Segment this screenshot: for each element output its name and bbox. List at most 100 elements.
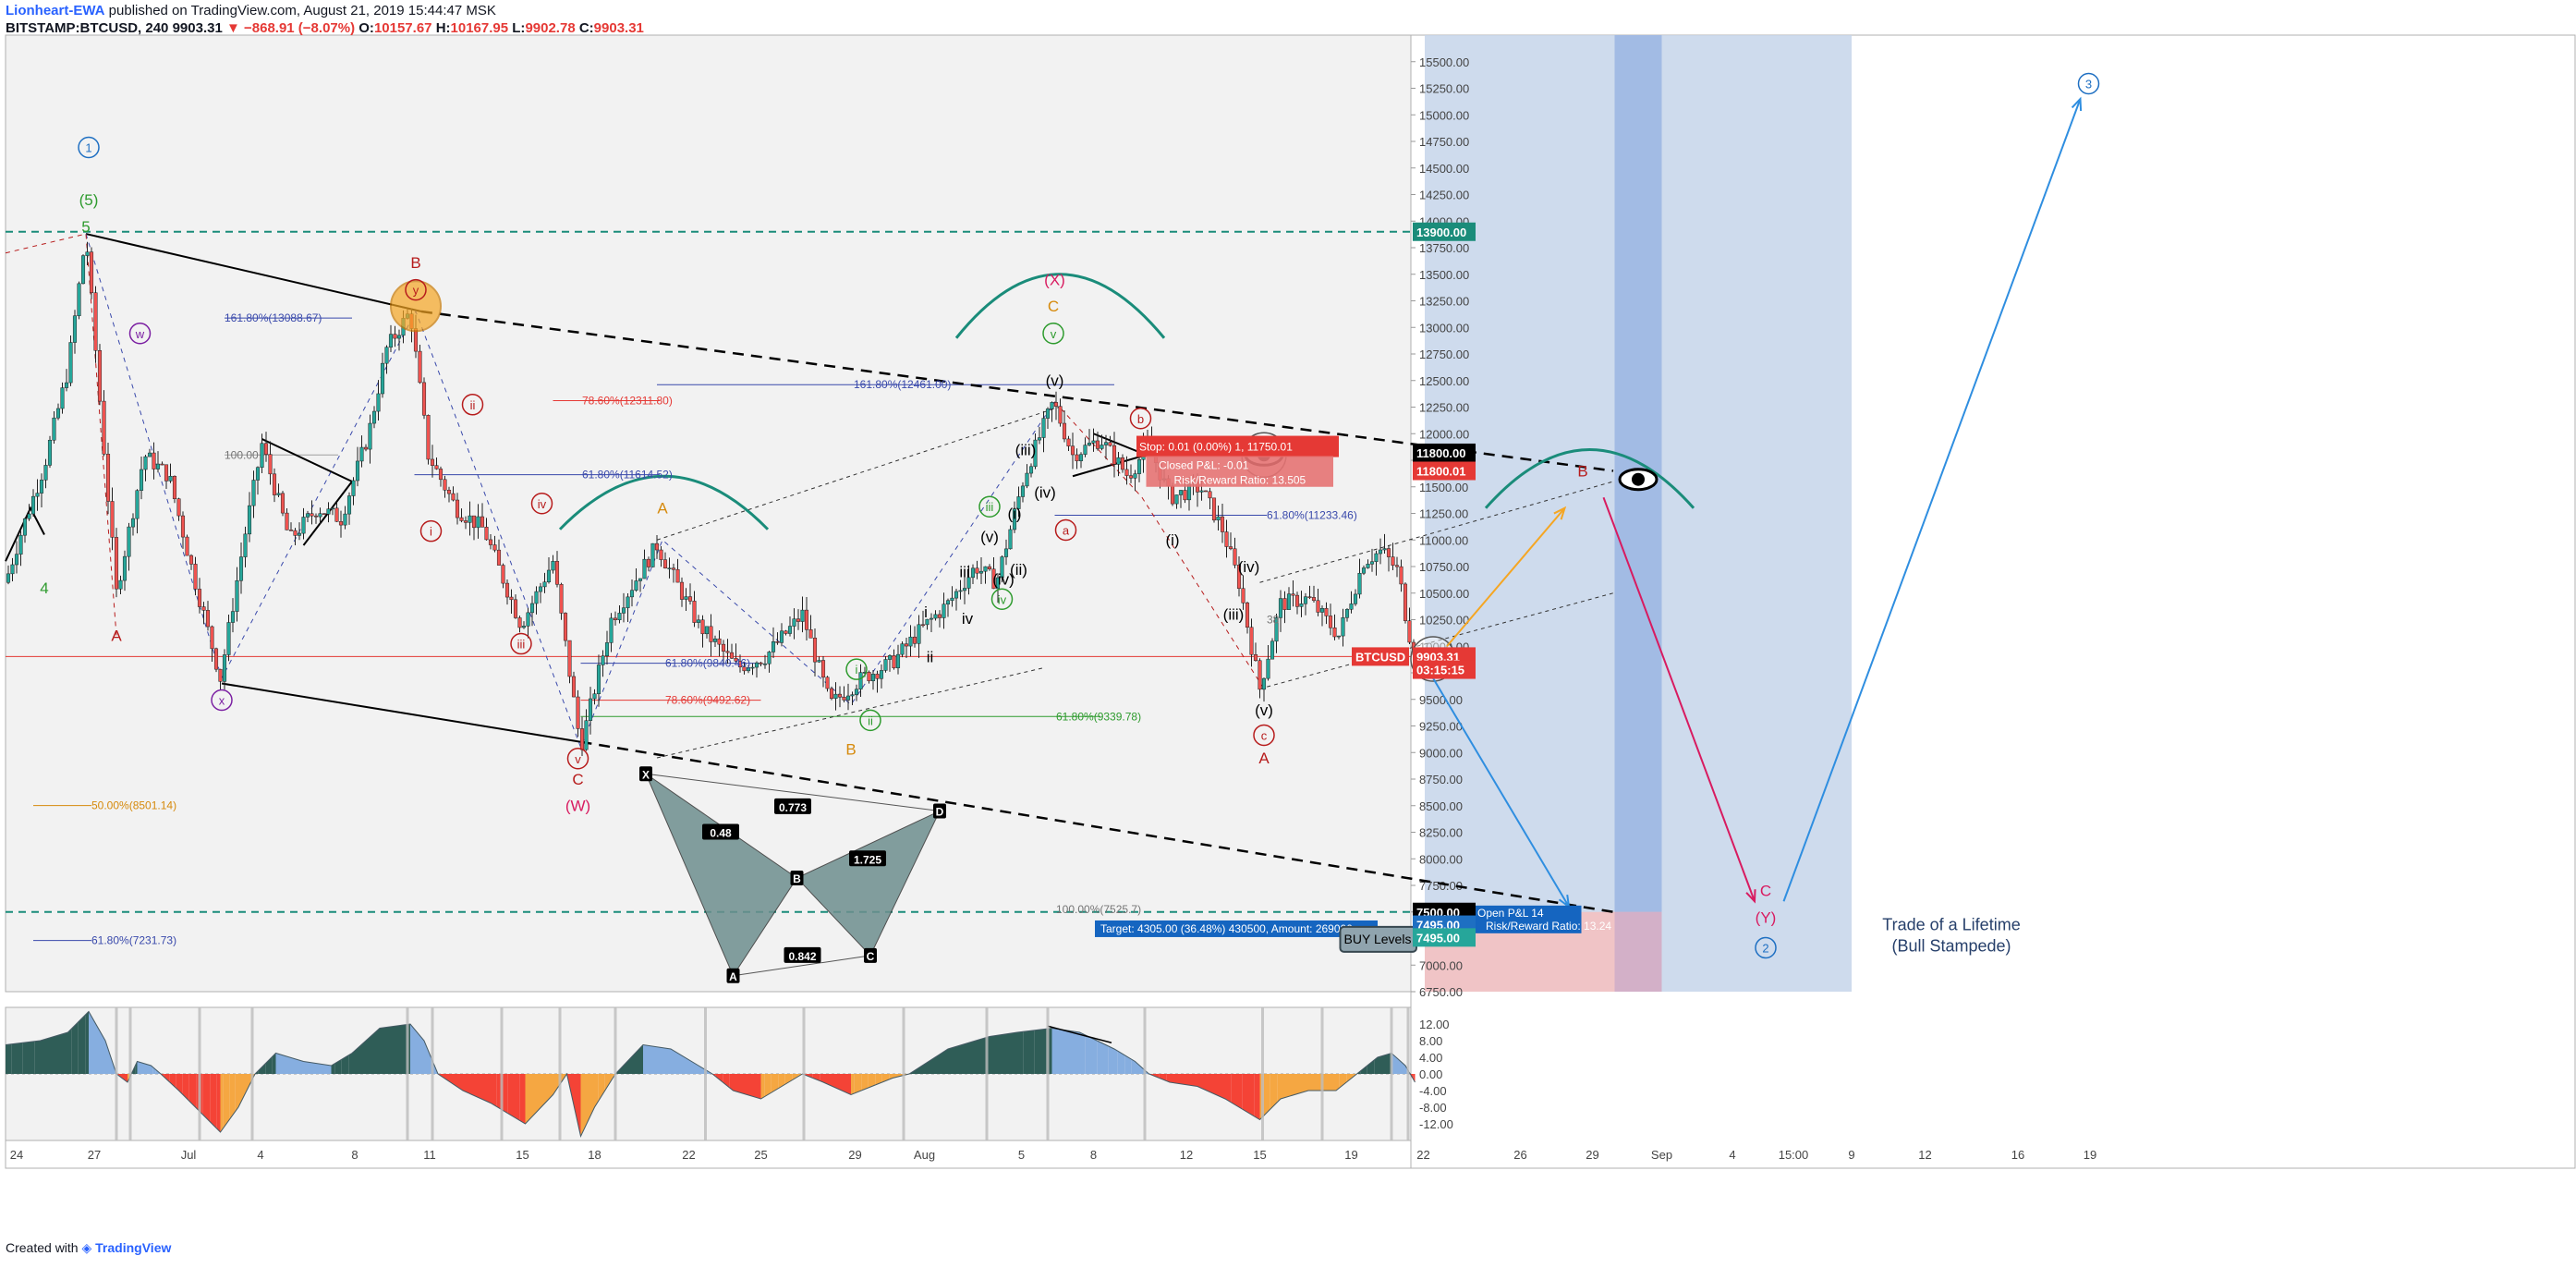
wave-ring (510, 632, 532, 655)
oscillator-bar (514, 1074, 520, 1121)
time-tick-label: 12 (1918, 1148, 1931, 1162)
candle-body (434, 465, 439, 469)
candle-body (205, 610, 211, 628)
bat-ratio-box (849, 850, 886, 867)
oscillator-series (5, 1010, 1416, 1139)
oscillator-bar (144, 1063, 147, 1074)
bat-ratio-label: 0.773 (779, 801, 807, 814)
candle-body (235, 579, 239, 612)
oscillator-bar (832, 1074, 837, 1089)
candle-body (601, 655, 605, 665)
wave-label: B (1577, 462, 1587, 480)
candle-body (97, 349, 103, 402)
time-tick-label: 26 (1513, 1148, 1526, 1162)
candle-body (122, 555, 128, 581)
arc-b (1484, 448, 1695, 509)
candle-body (1274, 617, 1279, 642)
oscillator-bar (1197, 1074, 1202, 1089)
oscillator-bar (1034, 1030, 1040, 1074)
oscillator-bar (366, 1036, 371, 1074)
wave-label: B (410, 254, 420, 272)
oscillator-bar (857, 1074, 862, 1092)
oscillator-bar (1281, 1074, 1285, 1099)
candle-body (950, 597, 954, 601)
candle-body (987, 566, 992, 570)
candle-body (817, 660, 821, 663)
candle-body (1033, 439, 1038, 468)
candle-body (704, 626, 710, 635)
oscillator-bar (210, 1074, 213, 1126)
oscillator-bar (258, 1067, 262, 1074)
oscillator-bar (182, 1074, 186, 1098)
candle-body (546, 569, 552, 582)
candle-body (521, 626, 527, 628)
candle-body (571, 676, 577, 698)
wave-text: 4 (40, 579, 48, 597)
oscillator-bar (146, 1064, 149, 1074)
candle-body (1266, 658, 1270, 679)
candle-body (1103, 442, 1109, 445)
wave-text: B (410, 254, 420, 272)
oscillator-bar (280, 1055, 286, 1074)
axis-price-text: 7495.00 (1416, 931, 1460, 945)
axis-price-label: 03:15:15 (1413, 660, 1476, 679)
wave-label: v (1042, 323, 1064, 345)
oscillator-bar (220, 1074, 224, 1132)
candle-body (1016, 496, 1021, 509)
time-tick-label: 4 (1729, 1148, 1735, 1162)
arrow-head (1745, 889, 1756, 904)
candle-body (160, 463, 164, 466)
tradingview-brand[interactable]: TradingView (95, 1240, 172, 1255)
author-link[interactable]: Lionheart-EWA (6, 3, 105, 18)
candle-body (833, 693, 838, 699)
candles (6, 241, 1416, 757)
candle-body (504, 582, 510, 598)
footer: Created with ◈ TradingView (6, 1240, 171, 1256)
candle-body (388, 334, 394, 347)
candle-body (85, 251, 90, 256)
candle-body (626, 596, 630, 608)
oscillator-line (5, 1010, 1416, 1139)
candle-body (529, 603, 535, 614)
oscillator-bar (760, 1074, 765, 1099)
candle-body (662, 559, 668, 568)
bat-ratio-label: 1.725 (854, 853, 881, 866)
wave-label: (5) (79, 191, 99, 209)
candle-body (1220, 516, 1225, 532)
candle-body (451, 493, 456, 501)
candle-body (1391, 556, 1395, 566)
oscillator-bar (326, 1065, 332, 1074)
fib-label: 78.60%(9492.62) (665, 694, 750, 707)
wave-label: iv (530, 493, 553, 515)
oscillator-bar (671, 1049, 675, 1074)
publish-info: Lionheart-EWA published on TradingView.c… (6, 3, 496, 18)
oscillator-bar (879, 1074, 882, 1084)
candle-body (900, 643, 905, 655)
wave-text: 1 (85, 141, 91, 155)
oscillator-bar (948, 1046, 955, 1074)
wave-text: 3 (2085, 78, 2092, 91)
candle-body (35, 493, 40, 497)
candle-body (1307, 596, 1312, 598)
wave-ring (1253, 724, 1275, 747)
candle-body (812, 638, 818, 663)
oscillator-bar (1108, 1046, 1114, 1074)
candle-body (879, 670, 884, 679)
oscillator-bar (662, 1047, 666, 1074)
candle-body (426, 415, 431, 460)
time-tick-label: 24 (10, 1148, 23, 1162)
time-tick-label: 11 (423, 1148, 436, 1162)
candle-body (376, 393, 381, 412)
oscillator-bar (881, 1074, 886, 1082)
candle-body (188, 555, 194, 565)
wave-text: (X) (1044, 271, 1065, 288)
candle-body (1028, 466, 1034, 474)
price-tick-label: 15000.00 (1419, 108, 1469, 122)
candle-body (1233, 548, 1237, 566)
wave-text: 5 (81, 218, 90, 236)
pl-label: Closed P&L: -0.01 (1159, 458, 1249, 471)
symbol-label[interactable]: BITSTAMP:BTCUSD, 240 (6, 20, 169, 36)
oscillator-bar (1350, 1074, 1354, 1079)
